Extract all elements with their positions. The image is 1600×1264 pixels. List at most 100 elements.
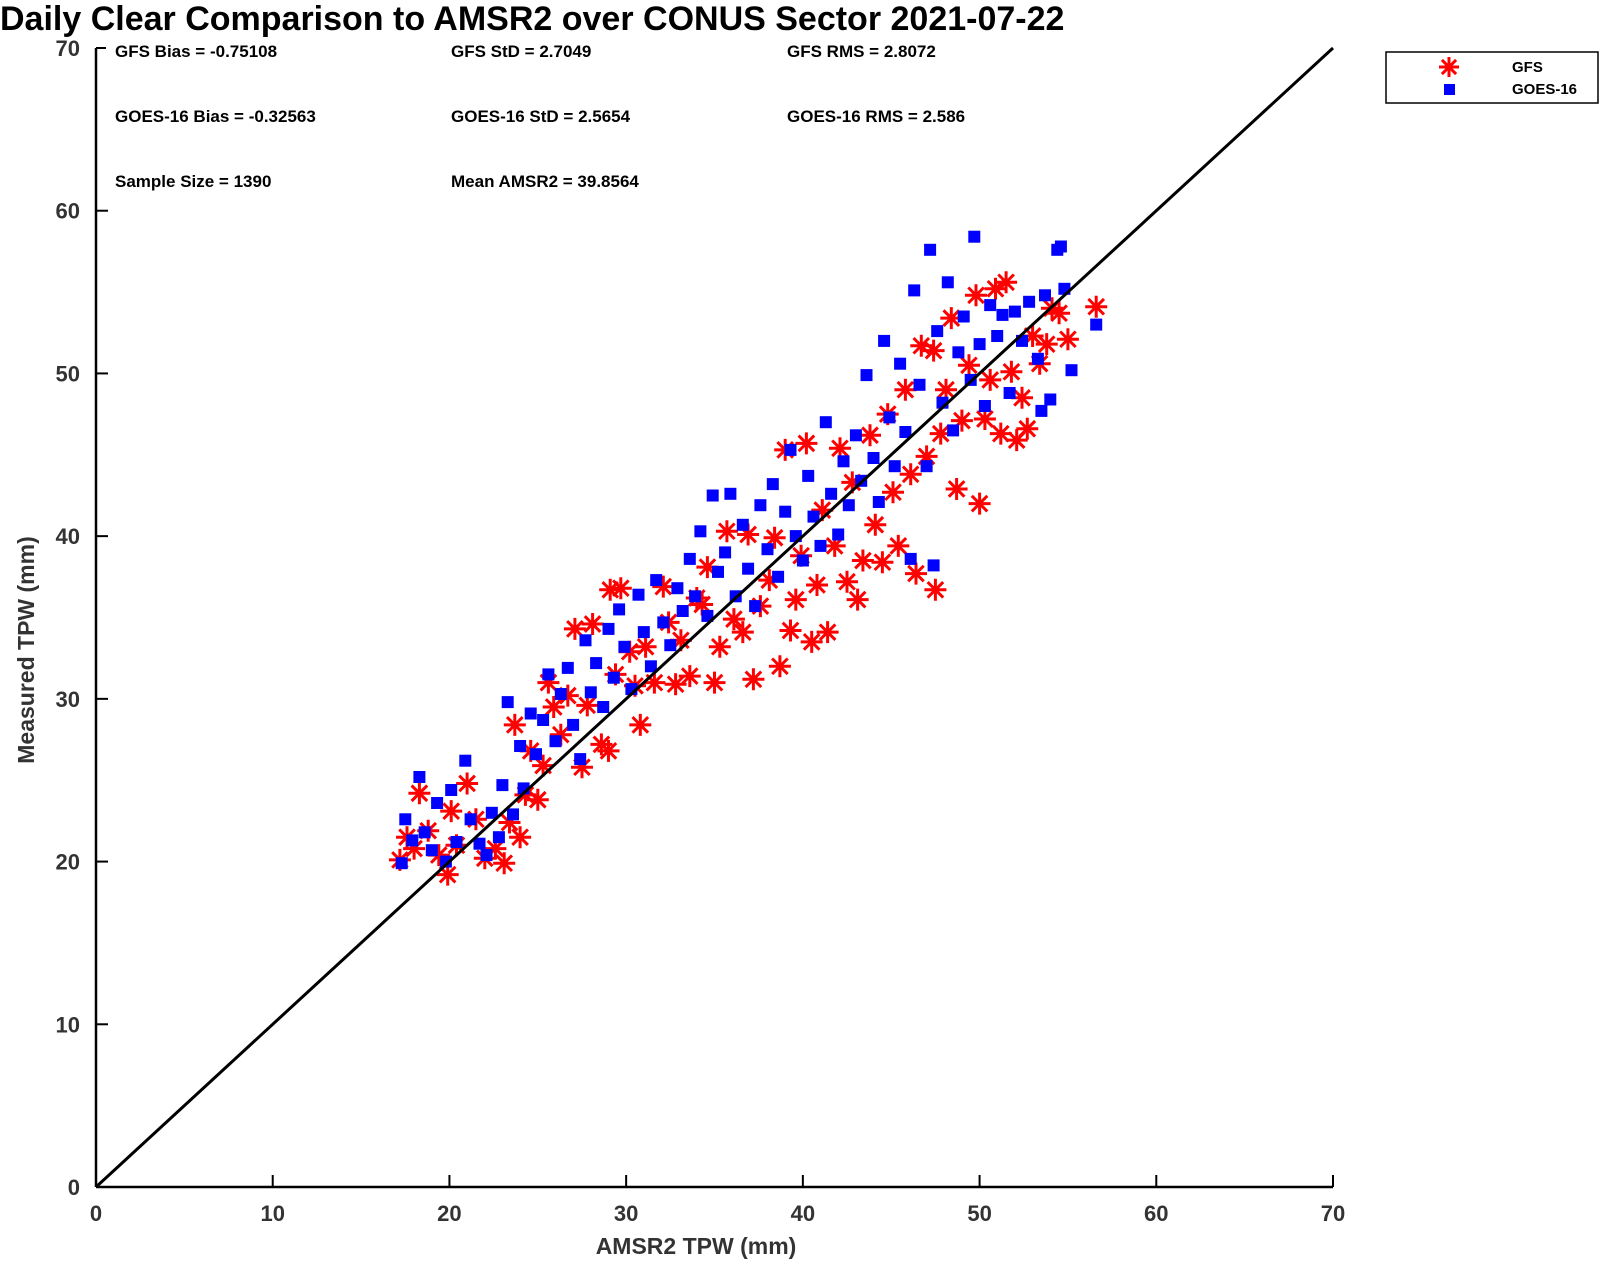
gfs-point <box>935 378 957 401</box>
goes16-point <box>837 455 850 468</box>
gfs-point <box>973 408 996 430</box>
gfs-point <box>806 574 828 596</box>
goes16-point <box>1044 393 1057 406</box>
goes16-point <box>701 609 714 622</box>
y-tick-label: 10 <box>56 1012 80 1037</box>
gfs-point <box>599 578 622 601</box>
gfs-point <box>509 826 532 849</box>
gfs-point <box>851 549 874 572</box>
gfs-point <box>915 445 938 468</box>
goes16-point <box>888 460 901 473</box>
gfs-point <box>609 577 632 600</box>
goes16-point <box>872 496 885 508</box>
goes16-point <box>395 857 408 870</box>
y-tick-label: 0 <box>68 1175 80 1200</box>
gfs-point <box>537 671 560 694</box>
gfs-point <box>989 422 1012 445</box>
gfs-point <box>829 437 851 460</box>
stat-mean-amsr2: Mean AMSR2 = 39.8564 <box>451 172 639 191</box>
gfs-point <box>403 837 426 860</box>
gfs-point <box>691 593 714 616</box>
gfs-point <box>669 629 692 652</box>
goes16-point <box>671 582 684 595</box>
goes16-point <box>676 605 689 617</box>
gfs-point <box>779 619 802 642</box>
goes16-point <box>766 478 779 491</box>
goes16-point <box>996 308 1009 321</box>
goes16-point <box>399 813 412 826</box>
gfs-point <box>643 671 666 694</box>
gfs-point <box>576 694 599 717</box>
goes16-point <box>632 588 645 601</box>
y-tick-label: 70 <box>56 36 80 61</box>
x-tick-label: 0 <box>90 1201 102 1226</box>
gfs-point <box>836 570 858 593</box>
gfs-point <box>995 271 1018 294</box>
legend-box <box>1385 51 1599 104</box>
goes16-point <box>524 707 537 720</box>
goes16-point <box>920 460 933 473</box>
goes16-point <box>984 299 997 312</box>
goes16-point <box>1003 387 1016 399</box>
gfs-point <box>864 513 887 536</box>
goes16-point <box>719 546 732 559</box>
gfs-point <box>841 471 864 494</box>
gfs-point <box>795 432 818 455</box>
gfs-point <box>715 520 738 543</box>
y-axis-label: Measured TPW (mm) <box>13 536 39 763</box>
gfs-point <box>950 409 973 432</box>
stat-goes-std: GOES-16 StD = 2.5654 <box>451 107 631 126</box>
goes16-point <box>549 735 562 748</box>
goes16-point <box>978 400 991 412</box>
stat-sample-size: Sample Size = 1390 <box>115 172 271 191</box>
gfs-point <box>816 621 839 644</box>
gfs-point <box>984 277 1007 300</box>
stat-goes-bias: GOES-16 Bias = -0.32563 <box>115 107 316 126</box>
gfs-point <box>696 556 719 579</box>
gfs-point <box>571 756 593 779</box>
goes16-point <box>952 346 965 359</box>
goes16-point <box>968 230 981 243</box>
chart-title: Daily Clear Comparison to AMSR2 over CON… <box>0 0 1064 38</box>
gfs-point <box>493 852 516 875</box>
goes16-point <box>819 416 832 429</box>
goes16-point <box>637 626 650 639</box>
goes16-point <box>418 826 431 839</box>
gfs-point <box>929 422 952 445</box>
gfs-point <box>484 837 507 860</box>
gfs-point <box>737 523 760 546</box>
goes16-point <box>590 657 603 670</box>
gfs-point <box>910 334 933 357</box>
gfs-point <box>532 754 555 777</box>
goes16-point <box>724 487 737 500</box>
axis-ticks: 0 10 20 30 40 50 60 70 0 10 20 30 40 50 60 70 <box>56 36 1346 1226</box>
goes16-point <box>867 452 880 464</box>
goes16-point <box>849 429 862 442</box>
gfs-point <box>1021 325 1044 347</box>
gfs-point <box>634 635 657 658</box>
goes16-point <box>507 808 519 821</box>
gfs-point <box>1056 328 1079 351</box>
goes16-point <box>537 714 550 726</box>
goes16-point <box>530 748 542 761</box>
goes16-point <box>1023 295 1036 308</box>
goes16-point <box>584 686 597 699</box>
goes16-point <box>736 518 749 531</box>
goes16-point <box>607 671 620 684</box>
goes16-point <box>796 554 809 567</box>
goes16-point <box>574 753 587 766</box>
gfs-point <box>440 800 463 823</box>
goes16-point <box>579 634 592 647</box>
goes16-point <box>473 837 486 850</box>
y-tick-label: 60 <box>56 199 80 224</box>
gfs-point <box>526 788 549 811</box>
goes16-point <box>807 510 820 523</box>
gfs-point <box>768 655 791 678</box>
gfs-point <box>979 368 1002 391</box>
goes16-point <box>899 426 912 438</box>
goes16-point <box>973 338 986 351</box>
goes16-point <box>878 334 891 347</box>
gfs-point <box>514 783 537 806</box>
gfs-point <box>1035 333 1058 356</box>
